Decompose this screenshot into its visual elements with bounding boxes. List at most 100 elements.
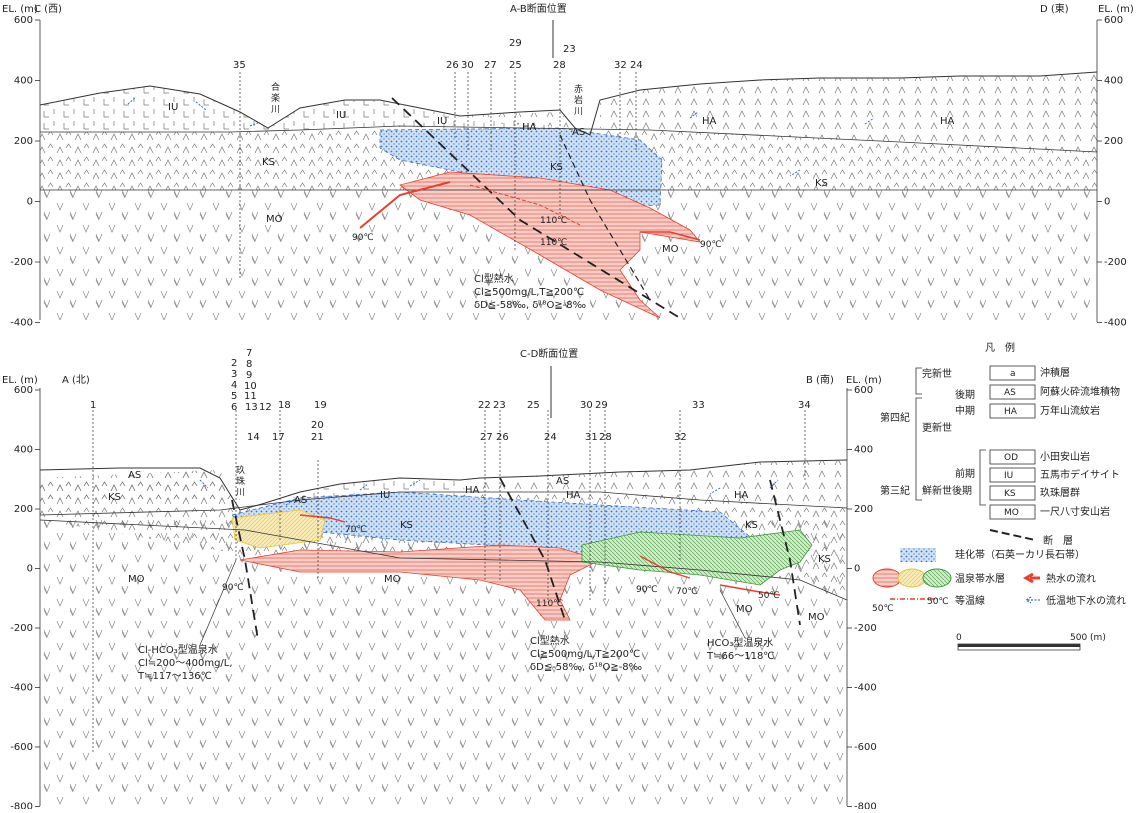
bottom-isotherm-label: 90℃	[636, 585, 658, 595]
legend-title: 凡 例	[985, 341, 1015, 354]
elevation-tick-label: 0	[854, 564, 860, 575]
elevation-tick-label: 200	[1104, 136, 1123, 147]
legend-box-mo	[989, 504, 1036, 520]
top-fault-2	[559, 134, 651, 301]
legend: 凡 例 完新世 後期 中期 更新世 前期 第四紀 第三紀 鮮新世後期 a AS …	[872, 341, 1126, 651]
legend-box-a	[989, 365, 1036, 381]
top-borehole-label: 35	[233, 60, 246, 71]
legend-code: HA	[1004, 407, 1018, 417]
bottom-surface-line	[39, 459, 848, 511]
top-fault-1	[391, 97, 681, 319]
legend-early-label: 前期	[955, 467, 975, 480]
top-surface-line	[39, 71, 1098, 136]
elevation-tick-label: 0	[27, 564, 33, 575]
legend-silic-label: 珪化帯（石英ーカリ長石帯）	[955, 548, 1085, 561]
elevation-tick-label: -600	[10, 742, 33, 753]
bottom-isotherm-label: 110℃	[536, 599, 563, 609]
top-note-line: δD≦-58‰, δ¹⁸O≧-8‰	[474, 300, 586, 311]
bottom-mo-boundary	[39, 519, 848, 601]
elevation-tick-label: -400	[10, 683, 33, 694]
bottom-fault-3	[769, 479, 801, 626]
bottom-isotherm-70	[299, 514, 346, 523]
legend-era-bracket	[915, 367, 922, 395]
top-section-title: A-B断面位置	[510, 2, 567, 15]
bottom-unit-label: MO	[384, 574, 401, 585]
elevation-tick-label: 400	[14, 445, 33, 456]
bottom-flow-arrows	[199, 479, 779, 506]
bottom-unit-label: IU	[380, 490, 390, 501]
elevation-tick-label: -400	[10, 318, 33, 329]
legend-label: 五馬市デイサイト	[1040, 468, 1120, 481]
elevation-tick-label: 400	[14, 76, 33, 87]
top-right-ticks: 600 400 200 0 -200 -400	[1097, 15, 1127, 329]
top-ha-unit	[600, 72, 1097, 152]
elevation-tick-label: -800	[854, 802, 877, 810]
legend-code: KS	[1004, 489, 1016, 499]
top-unit-label: HA	[940, 116, 955, 127]
bottom-borehole-label: 17	[272, 432, 285, 443]
top-isotherm-90-left	[359, 181, 451, 229]
bottom-borehole-label: 3	[231, 369, 237, 380]
bottom-borehole-label: 4	[231, 380, 237, 391]
top-unit-label: KS	[262, 157, 275, 168]
bottom-borehole-label: 21	[311, 432, 324, 443]
bottom-borehole-label: 34	[798, 400, 811, 411]
top-hot-aquifer	[399, 171, 701, 319]
top-river-label: 岩	[574, 94, 583, 106]
bottom-fault-2	[499, 477, 566, 621]
legend-fault-sample	[989, 529, 1036, 541]
legend-aquifer-yellow	[897, 568, 927, 588]
top-borehole-label: 29	[509, 38, 522, 49]
elevation-tick-label: 200	[14, 504, 33, 515]
top-river-label: 赤	[574, 84, 583, 95]
top-unit-label: IU	[336, 110, 346, 121]
top-isotherm-label: 90℃	[700, 240, 722, 250]
bottom-left-ticks: 600 400 200 0 -200 -400 -600 -800	[10, 385, 40, 813]
bottom-borehole-label: 26	[496, 432, 509, 443]
legend-box-as	[989, 384, 1036, 400]
bottom-borehole-label: 31	[585, 432, 598, 443]
bottom-borehole-label: 22	[478, 400, 491, 411]
legend-label: 玖珠層群	[1040, 486, 1080, 499]
top-unit-label: AS	[572, 127, 585, 138]
top-left-ticks: 600 400 200 0 -200 -400	[10, 15, 40, 329]
top-river-label: 合	[271, 81, 280, 93]
elevation-tick-label: 600	[14, 15, 33, 26]
top-right-end-label: D (東)	[1040, 2, 1069, 15]
bottom-isotherm-label: 70℃	[345, 525, 367, 535]
top-borehole-label: 28	[553, 60, 566, 71]
legend-coldflow-arrow	[1024, 596, 1040, 604]
bottom-borehole-label: 5	[231, 391, 237, 402]
legend-aquifer-red	[872, 568, 902, 588]
bottom-borehole-label: 23	[493, 400, 506, 411]
top-elev-label-right: EL. (m)	[1098, 4, 1134, 15]
bottom-unit-label: AS	[294, 495, 307, 506]
top-isotherm-90-right	[640, 231, 701, 241]
bottom-borehole-label: 28	[599, 432, 612, 443]
bottom-ks-unit-top	[40, 470, 240, 500]
legend-coldflow-label: 低温地下水の流れ	[1046, 594, 1126, 607]
legend-isotherm-sample-label-2: 50℃	[927, 597, 949, 607]
bottom-borehole-label: 6	[231, 402, 237, 413]
elevation-tick-label: -200	[1104, 257, 1127, 268]
bottom-unit-label: MO	[736, 604, 753, 615]
bottom-borehole-label: 10	[244, 381, 257, 392]
bottom-unit-label: KS	[400, 520, 413, 531]
top-iu-unit	[40, 86, 560, 135]
top-isotherm-label: 110℃	[540, 216, 567, 226]
bottom-note-mid-line: Cl型熱水	[530, 634, 570, 647]
legend-symbol-boxes	[989, 365, 1036, 520]
bottom-unit-label: MO	[808, 612, 825, 623]
legend-fault-label: 断 層	[1043, 534, 1073, 547]
legend-holocene-label: 完新世	[922, 367, 952, 380]
top-borehole-label: 25	[509, 60, 522, 71]
top-unit-label: HA	[702, 116, 717, 127]
legend-code: IU	[1004, 471, 1013, 481]
legend-tertiary-label: 第三紀	[880, 484, 910, 497]
bottom-section: 600 400 200 0 -200 -400 -600 -800 600 400 200 0 -20…	[2, 347, 882, 813]
top-borehole-label: 24	[630, 60, 643, 71]
legend-pleistocene-label: 更新世	[922, 421, 952, 434]
top-isotherm-label: 110℃	[540, 238, 567, 248]
